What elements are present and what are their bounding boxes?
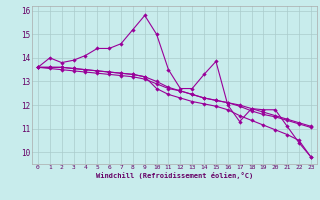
X-axis label: Windchill (Refroidissement éolien,°C): Windchill (Refroidissement éolien,°C): [96, 172, 253, 179]
